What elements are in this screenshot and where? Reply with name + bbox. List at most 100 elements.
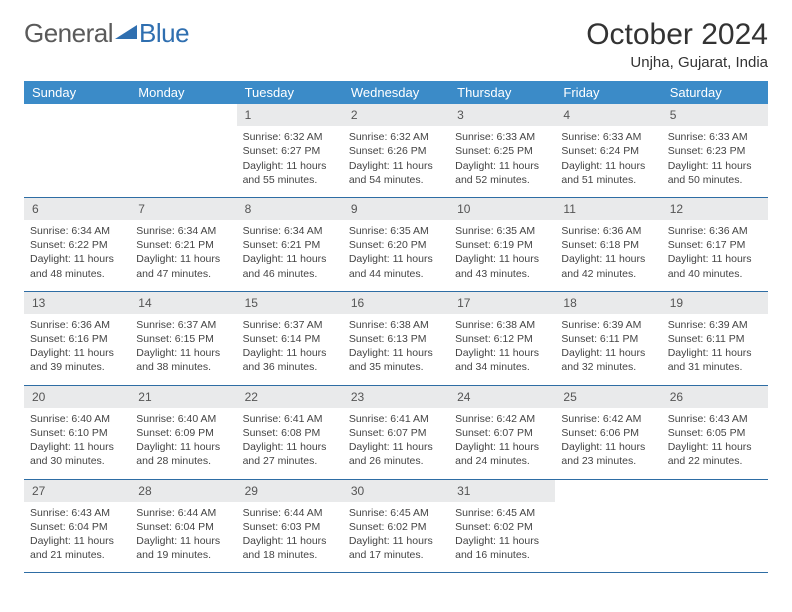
brand-part2: Blue: [139, 18, 189, 49]
sunrise-line: Sunrise: 6:33 AM: [455, 130, 549, 144]
day-number: 4: [555, 104, 661, 126]
sunset-line: Sunset: 6:21 PM: [243, 238, 337, 252]
day-content: Sunrise: 6:42 AMSunset: 6:06 PMDaylight:…: [555, 408, 661, 479]
calendar-cell: 17Sunrise: 6:38 AMSunset: 6:12 PMDayligh…: [449, 291, 555, 385]
day-number: 26: [662, 386, 768, 408]
sunrise-line: Sunrise: 6:37 AM: [243, 318, 337, 332]
sunset-line: Sunset: 6:05 PM: [668, 426, 762, 440]
sunset-line: Sunset: 6:11 PM: [668, 332, 762, 346]
day-content: Sunrise: 6:32 AMSunset: 6:27 PMDaylight:…: [237, 126, 343, 197]
title-block: October 2024 Unjha, Gujarat, India: [586, 18, 768, 71]
daylight-line: Daylight: 11 hours and 54 minutes.: [349, 159, 443, 187]
day-content: Sunrise: 6:39 AMSunset: 6:11 PMDaylight:…: [662, 314, 768, 385]
day-number: 1: [237, 104, 343, 126]
brand-triangle-icon: [115, 25, 137, 43]
sunrise-line: Sunrise: 6:41 AM: [243, 412, 337, 426]
day-content: Sunrise: 6:36 AMSunset: 6:17 PMDaylight:…: [662, 220, 768, 291]
sunset-line: Sunset: 6:07 PM: [455, 426, 549, 440]
daylight-line: Daylight: 11 hours and 42 minutes.: [561, 252, 655, 280]
day-content: Sunrise: 6:35 AMSunset: 6:19 PMDaylight:…: [449, 220, 555, 291]
calendar-week: 20Sunrise: 6:40 AMSunset: 6:10 PMDayligh…: [24, 385, 768, 479]
daylight-line: Daylight: 11 hours and 18 minutes.: [243, 534, 337, 562]
day-number: 18: [555, 292, 661, 314]
calendar-cell: 25Sunrise: 6:42 AMSunset: 6:06 PMDayligh…: [555, 385, 661, 479]
daylight-line: Daylight: 11 hours and 52 minutes.: [455, 159, 549, 187]
sunrise-line: Sunrise: 6:39 AM: [668, 318, 762, 332]
day-content: Sunrise: 6:38 AMSunset: 6:12 PMDaylight:…: [449, 314, 555, 385]
sunset-line: Sunset: 6:16 PM: [30, 332, 124, 346]
daylight-line: Daylight: 11 hours and 22 minutes.: [668, 440, 762, 468]
sunset-line: Sunset: 6:26 PM: [349, 144, 443, 158]
daylight-line: Daylight: 11 hours and 31 minutes.: [668, 346, 762, 374]
sunset-line: Sunset: 6:23 PM: [668, 144, 762, 158]
sunset-line: Sunset: 6:04 PM: [136, 520, 230, 534]
sunrise-line: Sunrise: 6:36 AM: [30, 318, 124, 332]
sunset-line: Sunset: 6:10 PM: [30, 426, 124, 440]
daylight-line: Daylight: 11 hours and 23 minutes.: [561, 440, 655, 468]
calendar-cell: 18Sunrise: 6:39 AMSunset: 6:11 PMDayligh…: [555, 291, 661, 385]
calendar-cell: 31Sunrise: 6:45 AMSunset: 6:02 PMDayligh…: [449, 479, 555, 573]
day-number: 24: [449, 386, 555, 408]
day-content: Sunrise: 6:43 AMSunset: 6:05 PMDaylight:…: [662, 408, 768, 479]
calendar-body: 1Sunrise: 6:32 AMSunset: 6:27 PMDaylight…: [24, 104, 768, 573]
calendar-cell: [130, 104, 236, 197]
daylight-line: Daylight: 11 hours and 26 minutes.: [349, 440, 443, 468]
calendar-cell: [662, 479, 768, 573]
day-number: 7: [130, 198, 236, 220]
daylight-line: Daylight: 11 hours and 38 minutes.: [136, 346, 230, 374]
daylight-line: Daylight: 11 hours and 27 minutes.: [243, 440, 337, 468]
sunrise-line: Sunrise: 6:44 AM: [136, 506, 230, 520]
daylight-line: Daylight: 11 hours and 47 minutes.: [136, 252, 230, 280]
calendar-week: 6Sunrise: 6:34 AMSunset: 6:22 PMDaylight…: [24, 197, 768, 291]
day-number: 27: [24, 480, 130, 502]
day-number: 21: [130, 386, 236, 408]
sunrise-line: Sunrise: 6:45 AM: [349, 506, 443, 520]
day-number: 14: [130, 292, 236, 314]
daylight-line: Daylight: 11 hours and 55 minutes.: [243, 159, 337, 187]
day-content: Sunrise: 6:34 AMSunset: 6:21 PMDaylight:…: [130, 220, 236, 291]
sunrise-line: Sunrise: 6:36 AM: [561, 224, 655, 238]
day-number: 3: [449, 104, 555, 126]
day-number: 23: [343, 386, 449, 408]
day-content: Sunrise: 6:39 AMSunset: 6:11 PMDaylight:…: [555, 314, 661, 385]
sunrise-line: Sunrise: 6:43 AM: [30, 506, 124, 520]
calendar-week: 27Sunrise: 6:43 AMSunset: 6:04 PMDayligh…: [24, 479, 768, 573]
calendar-cell: 20Sunrise: 6:40 AMSunset: 6:10 PMDayligh…: [24, 385, 130, 479]
day-number: 11: [555, 198, 661, 220]
day-number: 8: [237, 198, 343, 220]
calendar-cell: 29Sunrise: 6:44 AMSunset: 6:03 PMDayligh…: [237, 479, 343, 573]
sunset-line: Sunset: 6:06 PM: [561, 426, 655, 440]
day-content: Sunrise: 6:34 AMSunset: 6:22 PMDaylight:…: [24, 220, 130, 291]
day-content: Sunrise: 6:45 AMSunset: 6:02 PMDaylight:…: [449, 502, 555, 573]
sunrise-line: Sunrise: 6:41 AM: [349, 412, 443, 426]
sunrise-line: Sunrise: 6:35 AM: [455, 224, 549, 238]
day-content: Sunrise: 6:33 AMSunset: 6:25 PMDaylight:…: [449, 126, 555, 197]
sunset-line: Sunset: 6:09 PM: [136, 426, 230, 440]
sunset-line: Sunset: 6:11 PM: [561, 332, 655, 346]
weekday-header: Tuesday: [237, 81, 343, 104]
sunrise-line: Sunrise: 6:36 AM: [668, 224, 762, 238]
day-content: Sunrise: 6:43 AMSunset: 6:04 PMDaylight:…: [24, 502, 130, 573]
sunset-line: Sunset: 6:13 PM: [349, 332, 443, 346]
day-content: Sunrise: 6:32 AMSunset: 6:26 PMDaylight:…: [343, 126, 449, 197]
daylight-line: Daylight: 11 hours and 28 minutes.: [136, 440, 230, 468]
calendar-cell: [555, 479, 661, 573]
daylight-line: Daylight: 11 hours and 24 minutes.: [455, 440, 549, 468]
daylight-line: Daylight: 11 hours and 51 minutes.: [561, 159, 655, 187]
calendar-cell: 6Sunrise: 6:34 AMSunset: 6:22 PMDaylight…: [24, 197, 130, 291]
sunrise-line: Sunrise: 6:43 AM: [668, 412, 762, 426]
day-number: 31: [449, 480, 555, 502]
sunset-line: Sunset: 6:08 PM: [243, 426, 337, 440]
day-content: Sunrise: 6:41 AMSunset: 6:07 PMDaylight:…: [343, 408, 449, 479]
calendar-cell: 30Sunrise: 6:45 AMSunset: 6:02 PMDayligh…: [343, 479, 449, 573]
calendar-cell: 26Sunrise: 6:43 AMSunset: 6:05 PMDayligh…: [662, 385, 768, 479]
day-content: Sunrise: 6:45 AMSunset: 6:02 PMDaylight:…: [343, 502, 449, 573]
daylight-line: Daylight: 11 hours and 17 minutes.: [349, 534, 443, 562]
sunset-line: Sunset: 6:24 PM: [561, 144, 655, 158]
calendar-cell: 24Sunrise: 6:42 AMSunset: 6:07 PMDayligh…: [449, 385, 555, 479]
day-content: Sunrise: 6:37 AMSunset: 6:14 PMDaylight:…: [237, 314, 343, 385]
daylight-line: Daylight: 11 hours and 32 minutes.: [561, 346, 655, 374]
calendar-cell: 15Sunrise: 6:37 AMSunset: 6:14 PMDayligh…: [237, 291, 343, 385]
sunset-line: Sunset: 6:18 PM: [561, 238, 655, 252]
day-number: 20: [24, 386, 130, 408]
